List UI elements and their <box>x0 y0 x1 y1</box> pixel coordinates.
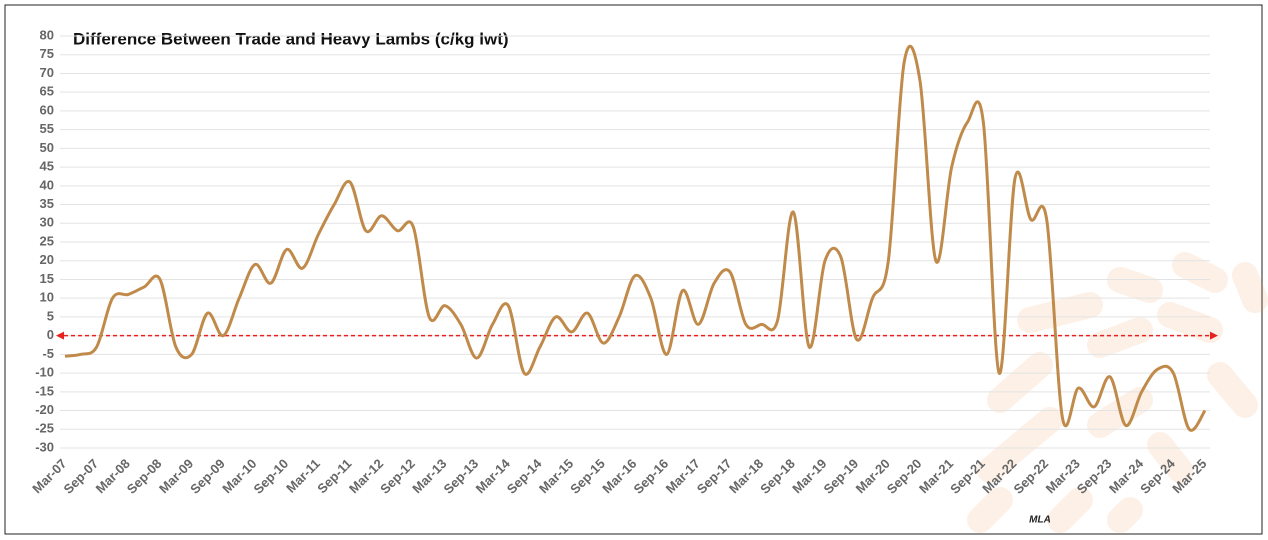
y-tick-label: 30 <box>40 215 54 230</box>
y-tick-label: 25 <box>40 233 54 248</box>
y-tick-label: 50 <box>40 140 54 155</box>
watermark <box>967 252 1268 533</box>
y-tick-label: 55 <box>40 121 54 136</box>
y-tick-label: -10 <box>35 365 54 380</box>
y-tick-label: -15 <box>35 383 54 398</box>
y-tick-label: 10 <box>40 290 54 305</box>
y-tick-label: 80 <box>40 27 54 42</box>
y-tick-label: -25 <box>35 421 54 436</box>
arrow-head <box>1210 331 1218 340</box>
y-tick-label: 70 <box>40 65 54 80</box>
y-tick-label: -30 <box>35 439 54 454</box>
y-tick-label: -20 <box>35 402 54 417</box>
line-series <box>64 44 1207 432</box>
chart-title: Difference Between Trade and Heavy Lambs… <box>73 29 509 48</box>
y-tick-label: 5 <box>47 308 54 323</box>
y-tick-label: 75 <box>40 46 54 61</box>
y-tick-label: 20 <box>40 252 54 267</box>
y-tick-label: 60 <box>40 102 54 117</box>
y-tick-label: 45 <box>40 159 54 174</box>
y-tick-label: 0 <box>47 327 54 342</box>
y-tick-label: 65 <box>40 84 54 99</box>
y-tick-label: 35 <box>40 196 54 211</box>
source: MLA <box>1029 515 1051 526</box>
y-tick-label: -5 <box>42 346 54 361</box>
y-tick-label: 40 <box>40 177 54 192</box>
arrow-head <box>56 331 64 340</box>
frame <box>4 4 1263 535</box>
y-tick-label: 15 <box>40 271 54 286</box>
